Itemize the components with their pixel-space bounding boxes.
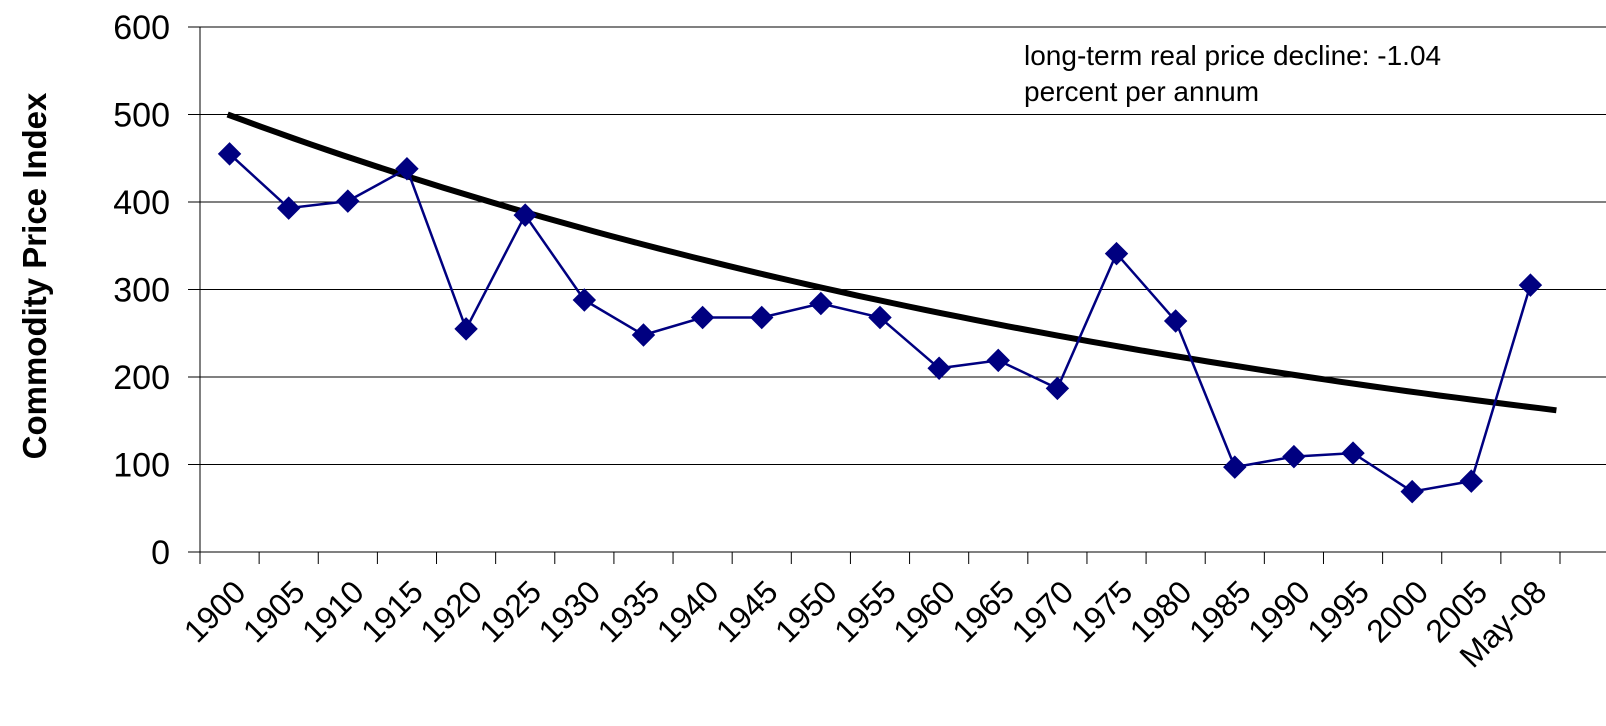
y-axis-label: Commodity Price Index [16, 92, 53, 459]
trend-line [226, 111, 1557, 414]
x-tick-label-1995: 1995 [1300, 573, 1376, 649]
x-tick-label-1990: 1990 [1241, 573, 1317, 649]
data-point-2000 [1400, 479, 1424, 504]
trend-annotation-line2: percent per annum [1024, 76, 1260, 107]
y-tick-label-500: 500 [113, 97, 170, 135]
x-tick-label-1970: 1970 [1005, 573, 1081, 649]
y-tick-label-400: 400 [113, 184, 170, 222]
x-tick-label-1905: 1905 [236, 573, 312, 649]
data-point-1915 [395, 157, 419, 181]
data-point-1995 [1341, 441, 1365, 465]
x-tick-label-1910: 1910 [295, 573, 371, 649]
data-point-May-08 [1518, 273, 1543, 297]
data-point-2005 [1459, 469, 1484, 493]
data-point-1910 [336, 189, 360, 213]
data-point-1950 [809, 291, 833, 316]
x-tick-label-2000: 2000 [1359, 573, 1435, 649]
trend-path [226, 111, 1557, 414]
x-tick-label-1980: 1980 [1123, 573, 1199, 649]
data-point-1920 [454, 317, 478, 341]
y-tick-label-100: 100 [113, 447, 170, 485]
x-tick-label-1955: 1955 [827, 573, 903, 649]
x-tick-label-1935: 1935 [591, 573, 667, 649]
data-point-1940 [690, 305, 715, 330]
price-index-series [217, 142, 1543, 504]
x-tick-label-1940: 1940 [650, 573, 726, 649]
data-point-1970 [1045, 376, 1070, 401]
y-tick-label-600: 600 [113, 9, 170, 47]
data-point-1990 [1282, 444, 1306, 469]
x-tick-label-1945: 1945 [709, 573, 785, 649]
x-tick-label-1930: 1930 [532, 573, 608, 649]
x-tick-label-1950: 1950 [768, 573, 844, 649]
data-point-1975 [1104, 241, 1129, 266]
axes [188, 26, 1606, 564]
data-point-1980 [1163, 309, 1188, 333]
x-tick-label-1975: 1975 [1064, 573, 1140, 649]
data-point-1930 [572, 288, 597, 312]
data-point-1945 [750, 305, 774, 330]
y-tick-label-0: 0 [151, 534, 170, 572]
x-tick-label-1925: 1925 [472, 573, 548, 649]
x-tick-label-1920: 1920 [413, 573, 489, 649]
data-point-1985 [1223, 455, 1247, 479]
x-tick-label-1960: 1960 [886, 573, 962, 649]
trend-annotation: long-term real price decline: -1.04 perc… [1024, 38, 1441, 110]
y-tick-label-300: 300 [113, 272, 170, 310]
x-tick-label-1965: 1965 [945, 573, 1021, 649]
data-point-1955 [868, 305, 892, 330]
x-tick-labels: 1900190519101915192019251930193519401945… [177, 573, 1554, 674]
y-tick-label-200: 200 [113, 359, 170, 397]
data-point-1900 [217, 142, 242, 166]
data-point-1905 [276, 196, 301, 220]
x-tick-label-1985: 1985 [1182, 573, 1258, 649]
x-tick-label-1915: 1915 [354, 573, 430, 649]
data-point-1935 [631, 323, 656, 347]
trend-annotation-line1: long-term real price decline: -1.04 [1024, 40, 1442, 71]
data-point-1965 [986, 348, 1010, 373]
data-point-1960 [927, 356, 951, 380]
y-tick-labels: 0 100 200 300 400 500 600 [113, 9, 170, 572]
x-tick-label-1900: 1900 [177, 573, 253, 649]
data-point-1925 [513, 203, 537, 227]
